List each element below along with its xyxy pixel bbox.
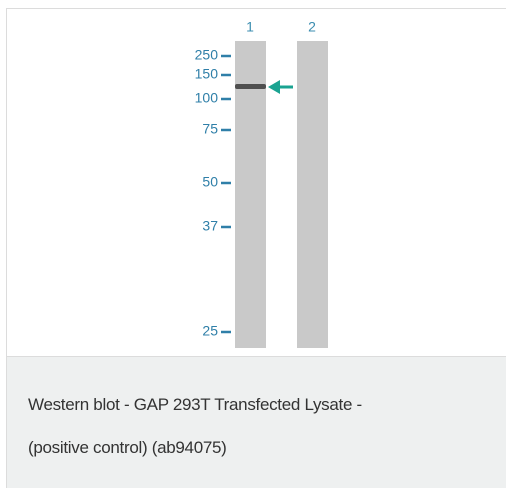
marker-label: 150	[195, 66, 219, 82]
caption-line: Western blot - GAP 293T Transfected Lysa…	[28, 395, 362, 415]
lane-label: 1	[246, 19, 254, 35]
lane-label: 2	[308, 19, 316, 35]
marker-label: 37	[202, 218, 218, 234]
marker-label: 250	[195, 47, 219, 63]
arrow-head	[268, 80, 280, 94]
figure-panel: 1 2 250 150 100 75 50 37 25 Western blot - GAP…	[6, 8, 506, 488]
lane	[297, 41, 328, 348]
marker-label: 100	[195, 90, 219, 106]
band	[235, 84, 266, 89]
caption-line: (positive control) (ab94075)	[28, 438, 227, 458]
marker-label: 25	[202, 323, 218, 339]
marker-ladder: 250 150 100 75 50 37 25	[195, 47, 231, 339]
caption: Western blot - GAP 293T Transfected Lysa…	[7, 356, 506, 488]
marker-label: 75	[202, 121, 218, 137]
marker-label: 50	[202, 174, 218, 190]
blot-image: 1 2 250 150 100 75 50 37 25	[7, 9, 506, 356]
